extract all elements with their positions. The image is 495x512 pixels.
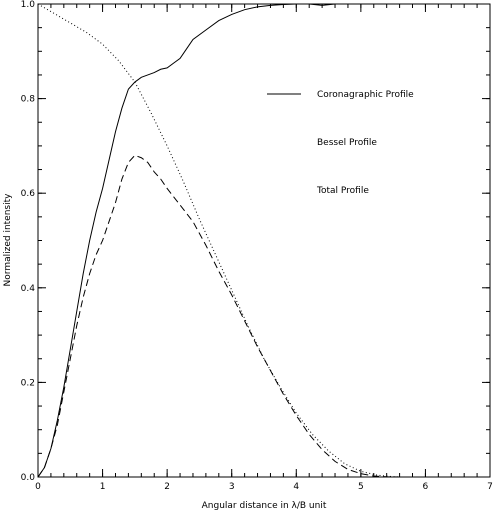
ticks-layer: 0 1 2 3 4 5 6 7 0.0 0.2 0.4 0.6 0.8 1.0 — [21, 0, 493, 492]
x-tick-label: 4 — [293, 482, 299, 492]
y-tick-label: 1.0 — [21, 0, 36, 10]
legend-label-0: Coronagraphic Profile — [317, 90, 414, 100]
legend-label-2: Total Profile — [316, 186, 369, 196]
series-layer — [37, 3, 400, 478]
y-tick-label: 0.0 — [21, 473, 36, 483]
x-tick-label: 7 — [487, 482, 493, 492]
x-tick-label: 2 — [164, 482, 170, 492]
series-line-2 — [37, 154, 400, 478]
series-line-0 — [37, 3, 348, 478]
plot-frame — [37, 3, 491, 478]
legend-label-1: Bessel Profile — [317, 138, 377, 148]
x-tick-label: 1 — [100, 482, 106, 492]
y-tick-label: 0.4 — [21, 284, 36, 294]
x-tick-label: 3 — [229, 482, 235, 492]
x-tick-label: 6 — [423, 482, 429, 492]
y-axis-label: Normalized intensity — [3, 193, 13, 287]
y-tick-label: 0.6 — [21, 189, 36, 199]
legend: Coronagraphic Profile Bessel Profile Total… — [267, 90, 414, 196]
y-tick-label: 0.2 — [21, 378, 35, 388]
series-line-1 — [37, 3, 400, 478]
x-tick-label: 5 — [358, 482, 364, 492]
x-axis-label: Angular distance in λ/B unit — [202, 501, 327, 511]
x-tick-label: 0 — [35, 482, 41, 492]
y-tick-label: 0.8 — [21, 95, 36, 105]
